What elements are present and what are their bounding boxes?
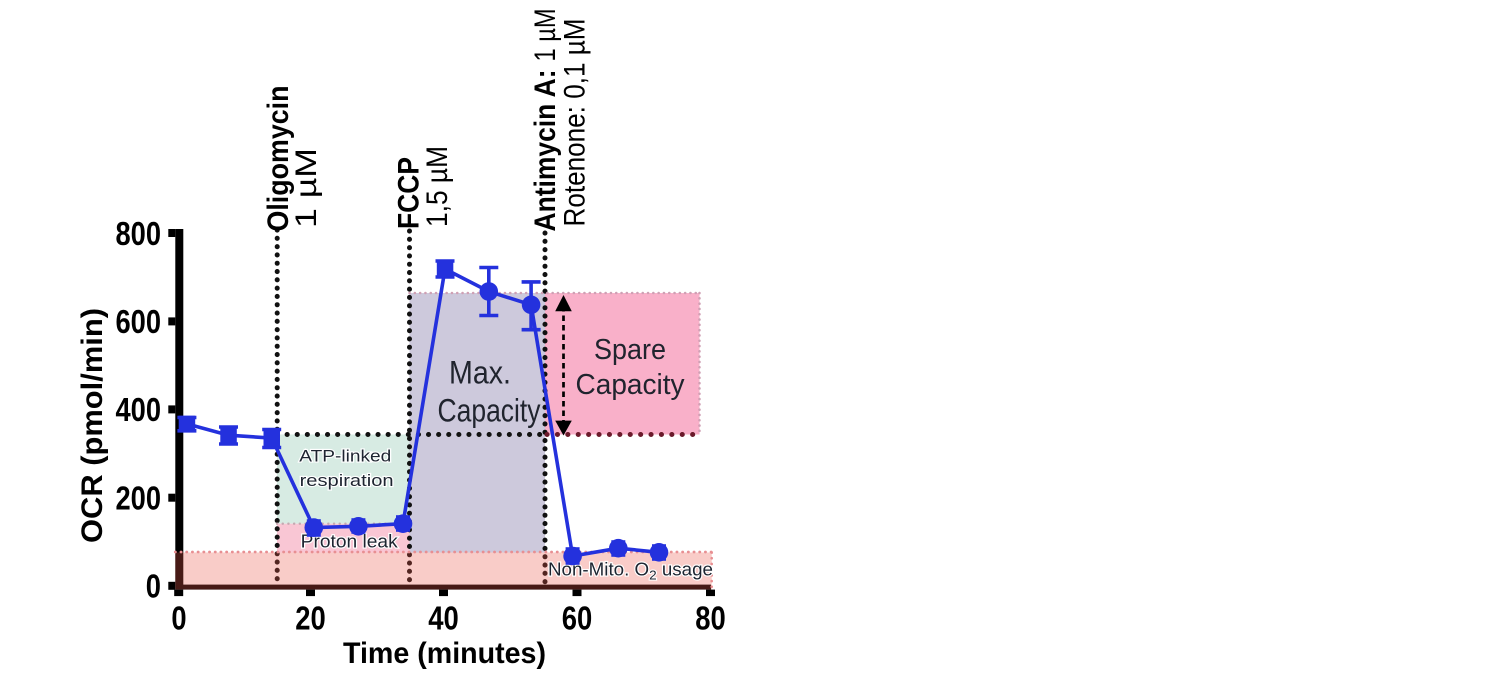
svg-text:1 µM: 1 µM xyxy=(529,9,562,62)
svg-text:0: 0 xyxy=(146,568,161,605)
svg-text:60: 60 xyxy=(562,600,593,637)
svg-text:40: 40 xyxy=(428,600,459,637)
svg-text:Non-Mito. O2 usage: Non-Mito. O2 usage xyxy=(548,560,713,583)
svg-text:600: 600 xyxy=(116,303,162,340)
svg-text:Oligomycin: Oligomycin xyxy=(262,86,295,232)
svg-text:ATP-linked: ATP-linked xyxy=(299,446,391,465)
svg-text:20: 20 xyxy=(295,600,326,637)
svg-text:1,5 µM: 1,5 µM xyxy=(421,146,454,227)
svg-text:OCR (pmol/min): OCR (pmol/min) xyxy=(76,308,109,543)
svg-text:Proton leak: Proton leak xyxy=(301,532,399,552)
svg-text:Antimycin A:: Antimycin A: xyxy=(529,70,562,232)
svg-text:Time (minutes): Time (minutes) xyxy=(343,637,546,670)
svg-text:800: 800 xyxy=(116,215,162,252)
svg-text:200: 200 xyxy=(116,480,162,517)
svg-text:Max.: Max. xyxy=(449,355,511,391)
svg-text:respiration: respiration xyxy=(300,471,394,490)
svg-text:80: 80 xyxy=(695,600,726,637)
svg-text:Capacity: Capacity xyxy=(576,369,685,401)
svg-text:0: 0 xyxy=(171,600,186,637)
svg-text:Spare: Spare xyxy=(594,334,666,366)
svg-text:Rotenone: 0,1 µM: Rotenone: 0,1 µM xyxy=(559,19,592,227)
svg-text:FCCP: FCCP xyxy=(393,157,426,229)
svg-text:400: 400 xyxy=(116,391,162,428)
svg-text:Capacity: Capacity xyxy=(438,393,541,429)
svg-text:1 µM: 1 µM xyxy=(290,148,323,228)
